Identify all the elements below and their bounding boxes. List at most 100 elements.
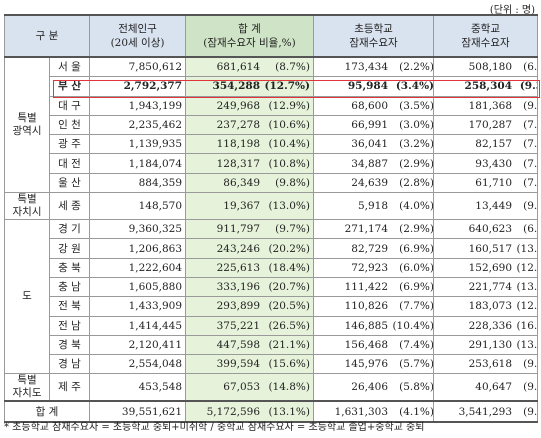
percent: (10.6%): [268, 119, 311, 132]
region-name: 울 산: [48, 172, 91, 194]
percent: (9.1%): [523, 200, 538, 213]
header-division: 구 분: [3, 14, 91, 58]
value: 61,710: [475, 176, 513, 189]
total-cell: 293,899 (20.5%): [185, 296, 315, 317]
percent: (9.7%): [275, 223, 311, 236]
value: 1,631,303: [334, 405, 389, 418]
value: 146,885: [344, 319, 389, 332]
header-elementary: 초등학교 잠재수요자: [313, 14, 435, 58]
table-row: 경 남 2,554,048 399,594 (15.6%) 145,976 (5.7%) 2…: [5, 354, 539, 375]
middle-cell: 258,304 (9.3%): [433, 76, 539, 97]
population-cell: 1,222,604: [89, 257, 187, 278]
total-cell: 375,221 (26.5%): [185, 315, 315, 336]
elementary-cell: 146,885 (10.4%): [313, 315, 435, 336]
value: 93,430: [475, 157, 513, 170]
total-cell: 118,198 (10.4%): [185, 134, 315, 155]
group-label: 도: [4, 219, 50, 375]
table-row: 경 북 2,120,411 447,598 (21.1%) 156,468 (7.4%) 2…: [5, 334, 539, 356]
percent: (6.8%): [523, 223, 538, 236]
group-label: 특별 자치도: [4, 373, 50, 402]
value: 375,221: [216, 319, 261, 332]
percent: (7.9%): [523, 157, 538, 170]
value: 249,968: [216, 99, 261, 112]
percent: (13.8%): [516, 281, 538, 294]
value: 95,984: [347, 80, 389, 93]
total-cell: 354,288 (12.7%): [185, 76, 315, 97]
region-name: 경 북: [48, 334, 91, 356]
value: 19,367: [223, 200, 261, 213]
elementary-cell: 156,468 (7.4%): [313, 334, 435, 356]
value: 911,797: [216, 223, 261, 236]
value: 291,130: [468, 339, 513, 351]
elementary-cell: 5,918 (4.0%): [313, 192, 435, 221]
elementary-cell: 82,729 (6.9%): [313, 238, 435, 259]
percent: (3.4%): [395, 80, 434, 93]
percent: (12.9%): [268, 99, 311, 112]
population-cell: 39,551,621: [89, 400, 187, 423]
value: 243,246: [216, 242, 261, 255]
region-name: 충 북: [48, 257, 91, 278]
elementary-cell: 271,174 (2.9%): [313, 219, 435, 240]
middle-cell: 221,774(13.8%): [433, 276, 539, 298]
table-row: 특별 광역시 서 울 7,850,612 681,614 (8.7%) 173,434 (2.…: [4, 56, 539, 194]
percent: (7.0%): [523, 176, 538, 189]
percent: (10.8%): [268, 157, 311, 170]
middle-cell: 170,287 (7.6%): [433, 114, 539, 136]
value: 82,157: [475, 138, 513, 151]
table-row: 충 북 1,222,604 225,613 (18.4%) 72,923 (6.0%) 15…: [5, 257, 539, 278]
percent: (6.9%): [399, 281, 434, 294]
value: 5,172,596: [206, 405, 261, 418]
population-cell: 1,139,935: [89, 134, 187, 155]
elementary-cell: 68,600 (3.5%): [313, 95, 435, 116]
percent: (6.9%): [399, 242, 434, 255]
percent: (26.5%): [268, 319, 311, 332]
total-cell: 911,797 (9.7%): [185, 219, 315, 240]
value: 237,278: [216, 119, 261, 132]
value: 508,180: [468, 61, 513, 74]
percent: (5.8%): [399, 381, 434, 394]
elementary-cell: 72,923 (6.0%): [313, 257, 435, 278]
region-name: 경 기: [48, 219, 91, 240]
middle-cell: 13,449 (9.1%): [433, 192, 539, 221]
middle-cell: 61,710 (7.0%): [433, 172, 539, 194]
value: 221,774: [468, 281, 513, 294]
middle-cell: 291,130(13.7%): [433, 334, 539, 356]
population-cell: 2,120,411: [89, 334, 187, 356]
total-cell: 237,278 (10.6%): [185, 114, 315, 136]
total-cell: 243,246 (20.2%): [185, 238, 315, 259]
middle-cell: 3,541,293 (9.0%): [433, 400, 539, 423]
middle-cell: 228,336(16.1%): [433, 315, 539, 336]
elementary-cell: 111,422 (6.9%): [313, 276, 435, 298]
region-name: 강 원: [48, 238, 91, 259]
middle-cell: 152,690(12.5%): [433, 257, 539, 278]
table-row: 광 주 1,139,935 118,198 (10.4%) 36,041 (3.2%) 82…: [5, 134, 539, 155]
value: 271,174: [344, 223, 389, 236]
region-name: 제 주: [48, 373, 91, 402]
elementary-cell: 24,639 (2.8%): [313, 172, 435, 194]
elementary-cell: 66,991 (3.0%): [313, 114, 435, 136]
middle-cell: 82,157 (7.2%): [433, 134, 539, 155]
total-cell: 5,172,596 (13.1%): [185, 400, 315, 423]
value: 258,304: [464, 80, 513, 93]
population-cell: 1,414,445: [89, 315, 187, 336]
population-cell: 2,235,462: [89, 114, 187, 136]
percent: (4.0%): [399, 200, 434, 213]
value: 66,991: [351, 119, 389, 132]
value: 681,614: [216, 61, 261, 74]
percent: (8.7%): [275, 61, 311, 74]
value: 170,287: [468, 119, 513, 132]
percent: (16.1%): [516, 319, 538, 332]
percent: (13.7%): [516, 339, 538, 351]
population-cell: 884,359: [89, 172, 187, 194]
percent: (7.2%): [523, 138, 538, 151]
header-middle: 중학교 잠재수요자: [433, 14, 539, 58]
population-cell: 2,792,377: [89, 76, 187, 97]
middle-cell: 40,647 (9.0%): [433, 373, 539, 402]
table-row: 울 산 884,359 86,349 (9.8%) 24,639 (2.8%) 61,710…: [5, 172, 539, 194]
percent: (9.3%): [519, 80, 537, 93]
elementary-cell: 110,826 (7.7%): [313, 296, 435, 317]
percent: (3.5%): [399, 99, 434, 112]
middle-cell: 93,430 (7.9%): [433, 153, 539, 174]
value: 13,449: [475, 200, 513, 213]
